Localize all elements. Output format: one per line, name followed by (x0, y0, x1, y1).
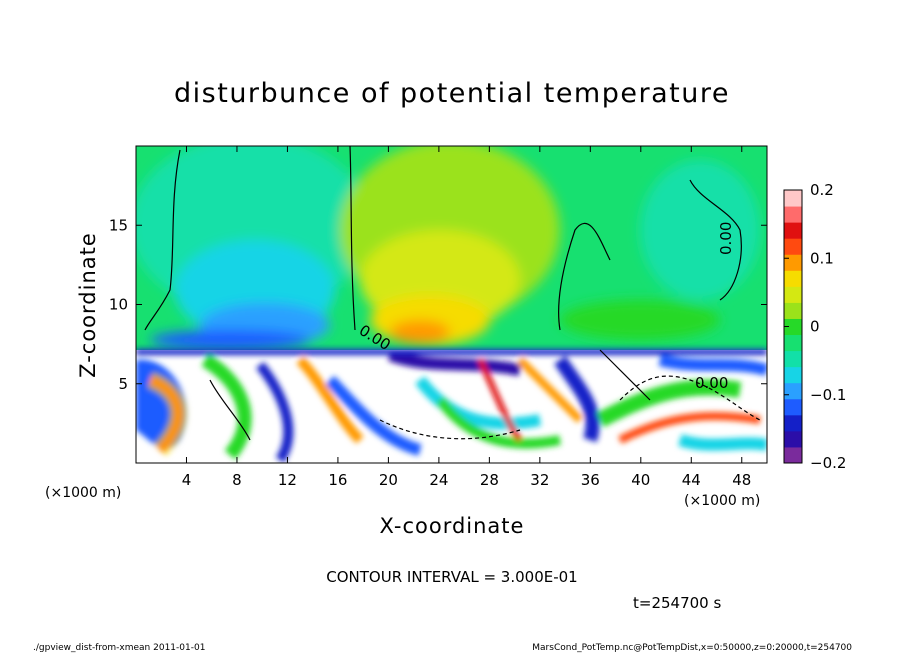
colorbar-ticks: 0.2 0.1 0 −0.1 −0.2 (784, 181, 846, 472)
colorbar-swatch (784, 398, 802, 416)
contour-interval-text: CONTOUR INTERVAL = 3.000E-01 (326, 568, 577, 586)
colorbar-tick-label: 0 (810, 318, 820, 336)
colorbar-tick-label: 0.1 (810, 249, 834, 267)
colorbar-swatch (784, 190, 802, 207)
y-tick-label: 10 (109, 296, 128, 314)
x-unit-left: (×1000 m) (45, 485, 121, 501)
x-tick-label: 4 (182, 471, 192, 489)
y-tick-label: 5 (118, 375, 128, 393)
x-tick-label: 48 (732, 471, 751, 489)
colorbar-tick-label: 0.2 (810, 181, 834, 199)
chart-title: disturbunce of potential temperature (174, 78, 730, 109)
time-text: t=254700 s (633, 594, 721, 612)
x-tick-label: 36 (581, 471, 600, 489)
x-tick-label: 32 (530, 471, 549, 489)
colorbar-swatch (784, 222, 802, 239)
x-tick-label: 8 (232, 471, 242, 489)
colorbar-tick-label: −0.2 (810, 454, 846, 472)
colorbar-swatch (784, 254, 802, 271)
y-axis-ticks: 5 10 15 (109, 216, 767, 393)
x-tick-label: 44 (682, 471, 701, 489)
colorbar-tick-label: −0.1 (810, 386, 846, 404)
colorbar-swatch (784, 350, 802, 368)
footer-left: ./gpview_dist-from-xmean 2011-01-01 (33, 643, 205, 653)
colorbar-swatch (784, 430, 802, 448)
colorbar-swatch (784, 366, 802, 384)
y-axis-label: Z-coordinate (76, 232, 100, 378)
contour-label: 0.00 (717, 222, 735, 255)
colorbar-swatch (784, 414, 802, 432)
colorbar-swatch (784, 446, 802, 464)
colorbar-swatch (784, 270, 802, 287)
colorbar (784, 190, 802, 464)
x-axis-ticks: 4 8 12 16 20 24 28 32 36 40 44 48 (182, 146, 751, 489)
x-unit-right: (×1000 m) (684, 493, 760, 509)
footer-right: MarsCond_PotTemp.nc@PotTempDist,x=0:5000… (532, 643, 852, 653)
colorbar-swatch (784, 206, 802, 223)
colorbar-swatch (784, 238, 802, 255)
x-tick-label: 20 (379, 471, 398, 489)
x-tick-label: 28 (480, 471, 499, 489)
colorbar-swatch (784, 286, 802, 303)
colorbar-swatch (784, 318, 802, 336)
x-tick-label: 24 (429, 471, 448, 489)
colorbar-swatch (784, 382, 802, 400)
x-axis-label: X-coordinate (380, 514, 525, 538)
y-tick-label: 15 (109, 216, 128, 234)
colorbar-swatch (784, 334, 802, 352)
heatmap-field (136, 146, 767, 463)
x-tick-label: 16 (328, 471, 347, 489)
colorbar-swatch (784, 302, 802, 319)
x-tick-label: 40 (631, 471, 650, 489)
x-tick-label: 12 (278, 471, 297, 489)
contour-label: 0.00 (695, 374, 728, 392)
